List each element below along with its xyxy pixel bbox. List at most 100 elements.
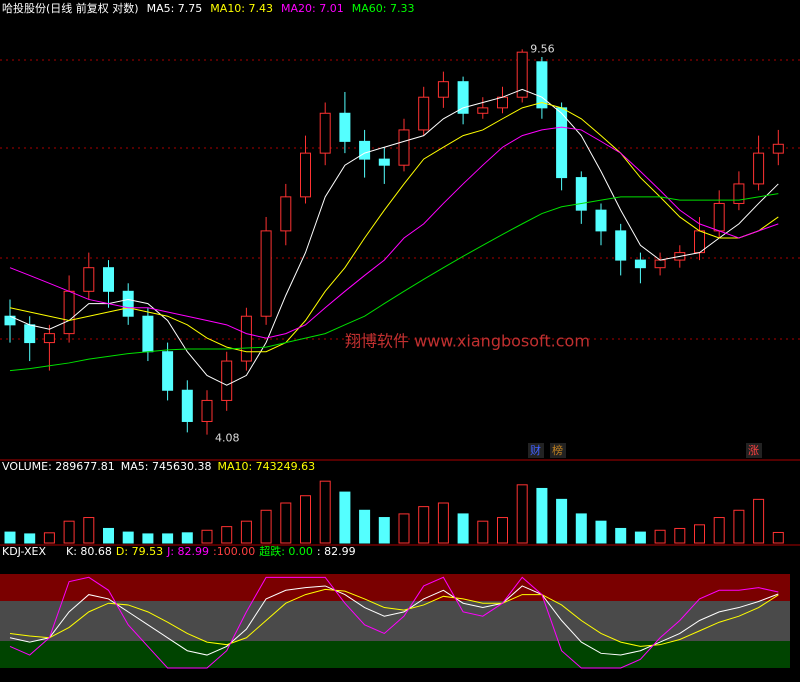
volume-bar xyxy=(457,513,469,544)
candle-body xyxy=(733,183,745,204)
volume-bar xyxy=(477,520,489,544)
volume-bar xyxy=(63,520,75,544)
header-text: 哈投股份(日线 前复权 对数) xyxy=(2,1,139,15)
candle-body xyxy=(654,259,666,269)
kdj-header: : 82.99 xyxy=(317,545,356,558)
header-text: MA20: 7.01 xyxy=(281,2,344,15)
volume-bar xyxy=(516,484,528,544)
candle-body xyxy=(260,230,272,317)
volume-bar xyxy=(378,517,390,544)
candle-body xyxy=(615,230,627,261)
volume-bar xyxy=(772,531,784,544)
volume-bar xyxy=(201,529,213,544)
badge: 财 xyxy=(530,443,541,457)
volume-bar xyxy=(674,527,686,544)
candle-body xyxy=(83,267,95,292)
candle-body xyxy=(24,324,36,344)
kdj-header: J: 82.99 xyxy=(166,545,209,558)
candle-body xyxy=(398,129,410,166)
volume-bar xyxy=(319,480,331,544)
header-text: MA10: 7.43 xyxy=(210,2,273,15)
ma-line xyxy=(9,126,779,339)
candle-body xyxy=(497,96,508,109)
candle-body xyxy=(457,81,469,114)
candle-body xyxy=(634,259,646,269)
candle-body xyxy=(536,61,548,109)
badge-bg xyxy=(550,443,566,458)
volume-bar xyxy=(497,517,508,544)
volume-bar xyxy=(398,513,410,544)
volume-bar xyxy=(556,498,568,544)
candle-body xyxy=(418,96,430,131)
candle-body xyxy=(300,152,311,198)
volume-bar xyxy=(339,491,351,544)
badge-bg xyxy=(528,443,544,458)
header-text: MA60: 7.33 xyxy=(352,2,415,15)
volume-bar xyxy=(694,524,705,544)
kdj-line xyxy=(9,588,779,647)
badge: 涨 xyxy=(748,444,759,457)
candle-body xyxy=(378,158,390,166)
volume-bar xyxy=(300,495,311,544)
volume-bar xyxy=(359,509,371,544)
ma-line xyxy=(9,193,779,372)
grid xyxy=(0,59,800,340)
watermark: 翔博软件 www.xiangbosoft.com xyxy=(345,332,590,351)
volume-header: MA10: 743249.63 xyxy=(217,460,315,473)
badge-bg xyxy=(746,443,762,458)
kdj-header: 超跌: 0.00 xyxy=(259,544,313,558)
volume-bar xyxy=(634,531,646,544)
volume-bar xyxy=(654,529,666,544)
candle-body xyxy=(221,360,233,401)
volume-bar xyxy=(260,509,272,544)
candle-body xyxy=(694,230,705,254)
volume-bar xyxy=(221,526,233,544)
volume-bar xyxy=(437,502,449,544)
candle-body xyxy=(713,202,725,232)
candle-body xyxy=(516,51,528,98)
volume-bar xyxy=(103,527,114,544)
candle-body xyxy=(437,81,449,98)
volume-bar xyxy=(615,527,627,544)
max-label: 9.56 xyxy=(530,42,555,55)
volume-bar xyxy=(181,532,193,544)
candle-body xyxy=(162,351,174,391)
volume-bar xyxy=(240,520,252,544)
volume-header: VOLUME: 289677.81 xyxy=(2,460,115,473)
candle-body xyxy=(753,152,765,185)
volume-bar xyxy=(418,506,430,544)
volume-bar xyxy=(142,533,154,544)
candle-body xyxy=(359,140,371,160)
candle-body xyxy=(240,315,252,362)
kdj-line xyxy=(9,585,779,656)
ma-line xyxy=(9,88,779,386)
volume-bar xyxy=(83,517,95,544)
volume-bar xyxy=(122,531,134,544)
kdj-header: KDJ-XEX xyxy=(2,545,46,558)
volume-bar xyxy=(595,520,607,544)
candle-body xyxy=(103,267,114,292)
volume-bar xyxy=(43,532,55,544)
kdj-mid-band xyxy=(0,601,790,641)
volume-bar xyxy=(162,533,174,544)
candle-body xyxy=(575,177,587,211)
min-label: 4.08 xyxy=(215,432,240,445)
volume-bar xyxy=(536,487,548,544)
kdj-header: K: 80.68 xyxy=(66,545,112,558)
candle-body xyxy=(595,209,607,232)
badge: 榜 xyxy=(552,443,563,457)
kdj-high-band xyxy=(0,574,790,601)
volume-bar xyxy=(4,531,16,544)
kdj-line xyxy=(9,576,779,669)
candle-body xyxy=(63,290,75,335)
volume-bar xyxy=(713,517,725,544)
candle-body xyxy=(772,143,784,154)
candle-body xyxy=(477,107,489,114)
candle-body xyxy=(339,112,351,142)
candle-body xyxy=(122,290,134,317)
kdj-low-band xyxy=(0,641,790,668)
candle-body xyxy=(201,399,213,422)
kdj-header: D: 79.53 xyxy=(116,545,163,558)
kdj-header: :100.00 xyxy=(213,545,255,558)
